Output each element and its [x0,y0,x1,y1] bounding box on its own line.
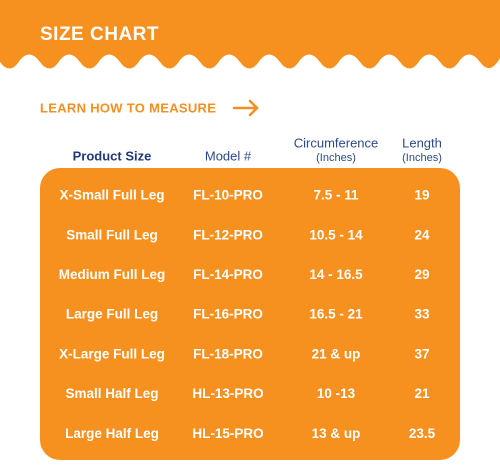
column-unit: (Inches) [316,152,356,164]
table-cell: FL-10-PRO [193,188,263,203]
table-cell: X-Large Full Leg [59,346,165,361]
column-unit: (Inches) [402,152,442,164]
table-cell: 24 [414,227,430,242]
table-cell: 19 [414,188,429,203]
table-cell: Large Full Leg [66,307,158,322]
table-cell: Medium Full Leg [59,267,166,282]
table-cell: 10 -13 [317,386,356,401]
table-cell: 21 & up [312,346,361,361]
table-cell: Small Half Leg [65,386,158,401]
table-cell: HL-13-PRO [192,386,263,401]
table-cell: 23.5 [409,426,436,441]
table-cell: 21 [414,386,430,401]
column-header: Model # [205,148,252,163]
table-body [40,168,460,460]
table-cell: 13 & up [312,426,361,441]
size-table: Product Size Model # Circumference (Inches)… [59,135,442,440]
header-band [0,0,500,69]
table-cell: HL-15-PRO [192,426,263,441]
table-cell: 33 [414,307,430,322]
table-cell: FL-14-PRO [193,267,263,282]
column-header: Product Size [73,148,152,163]
page-title: SIZE CHART [40,24,159,45]
table-cell: FL-16-PRO [193,307,263,322]
table-cell: 37 [414,346,429,361]
table-cell: 16.5 - 21 [309,307,363,322]
link-arrow[interactable] [232,99,259,117]
table-cell: Small Full Leg [66,227,158,242]
table-cell: X-Small Full Leg [59,188,164,203]
column-header: Length [402,135,442,150]
table-cell: 7.5 - 11 [313,188,359,203]
measure-link[interactable]: LEARN HOW TO MEASURE [40,100,216,115]
table-cell: FL-18-PRO [193,346,263,361]
table-cell: 10.5 - 14 [309,227,363,242]
table-cell: 14 - 16.5 [309,267,363,282]
table-cell: FL-12-PRO [193,227,263,242]
table-cell: 29 [414,267,429,282]
table-cell: Large Half Leg [65,426,159,441]
column-header: Circumference [294,135,379,150]
